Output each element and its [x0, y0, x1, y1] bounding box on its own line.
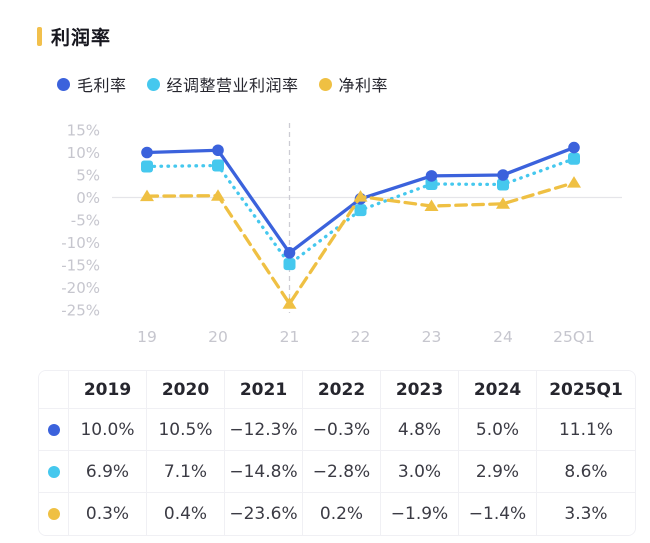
- x-axis-label: 20: [208, 328, 228, 346]
- table-series-dot-cell: [39, 493, 69, 535]
- data-point-square: [568, 152, 580, 165]
- table-header-cell: 2024: [459, 371, 537, 409]
- table-value-cell: −23.6%: [225, 493, 303, 535]
- table-value-cell: 3.0%: [381, 451, 459, 493]
- table-header-cell: 2019: [69, 371, 147, 409]
- table-corner-cell: [39, 371, 69, 409]
- table-value-cell: 0.2%: [303, 493, 381, 535]
- table-header-cell: 2023: [381, 371, 459, 409]
- data-point-circle: [568, 141, 580, 154]
- data-point-triangle: [140, 189, 154, 202]
- x-axis-label: 21: [280, 328, 300, 346]
- data-point-square: [283, 258, 296, 271]
- table-value-cell: 0.3%: [69, 493, 147, 535]
- table-value-cell: 6.9%: [69, 451, 147, 493]
- table-header-cell: 2021: [225, 371, 303, 409]
- table-value-cell: 0.4%: [147, 493, 225, 535]
- table-value-cell: 5.0%: [459, 409, 537, 451]
- table-series-dot-cell: [39, 451, 69, 493]
- data-point-square: [354, 204, 367, 217]
- table-value-cell: −0.3%: [303, 409, 381, 451]
- table-value-cell: 2.9%: [459, 451, 537, 493]
- data-point-triangle: [496, 197, 510, 209]
- table-series-dot-cell: [39, 409, 69, 451]
- table-value-cell: −12.3%: [225, 409, 303, 451]
- series-dot-icon: [47, 465, 60, 478]
- legend-item-net-margin: 净利率: [318, 72, 389, 96]
- net-margin-dot-icon: [318, 77, 332, 91]
- data-point-square: [425, 178, 438, 190]
- title-accent-bar: [37, 27, 42, 46]
- legend-label: 经调整营业利润率: [166, 76, 299, 95]
- table-value-cell: −1.4%: [459, 493, 537, 535]
- series-dot-icon: [47, 508, 60, 520]
- table-value-cell: 3.3%: [537, 493, 635, 535]
- table-value-cell: 10.5%: [147, 409, 225, 451]
- series-dot-icon: [47, 423, 60, 436]
- table-value-cell: 7.1%: [147, 451, 225, 493]
- y-axis-tick-label: -25%: [61, 302, 100, 320]
- legend-item-adjusted-operating-margin: 经调整营业利润率: [146, 72, 299, 96]
- adjusted-operating-margin-dot-icon: [146, 77, 160, 91]
- y-axis-tick-label: 5%: [76, 167, 100, 185]
- y-axis-tick-label: 15%: [67, 122, 100, 140]
- table-value-cell: 8.6%: [537, 451, 635, 493]
- data-point-triangle: [424, 199, 439, 212]
- x-axis-label: 23: [422, 328, 442, 346]
- section-title: 利润率: [37, 23, 111, 50]
- y-axis-tick-label: 10%: [67, 144, 100, 162]
- y-axis-tick-label: -10%: [61, 234, 100, 252]
- table-value-cell: −14.8%: [225, 451, 303, 493]
- table-value-cell: −1.9%: [381, 493, 459, 535]
- data-point-triangle: [353, 190, 368, 202]
- data-point-circle: [283, 247, 296, 259]
- legend-item-gross-margin: 毛利率: [57, 72, 127, 96]
- table-value-cell: 11.1%: [537, 409, 635, 451]
- data-point-square: [212, 159, 224, 172]
- table-value-cell: −2.8%: [303, 451, 381, 493]
- data-point-triangle: [567, 176, 581, 188]
- data-point-circle: [425, 170, 438, 182]
- x-axis-label: 24: [493, 328, 513, 346]
- gross-margin-dot-icon: [57, 77, 70, 91]
- data-point-circle: [497, 169, 509, 181]
- section-title-text: 利润率: [51, 27, 112, 49]
- y-axis-tick-label: -5%: [71, 212, 100, 230]
- data-point-triangle: [211, 189, 225, 201]
- table-header-cell: 2022: [303, 371, 381, 409]
- data-point-circle: [212, 144, 224, 157]
- legend-label: 毛利率: [77, 76, 127, 95]
- data-point-circle: [141, 146, 153, 159]
- data-point-square: [497, 178, 509, 191]
- table-header-cell: 2020: [147, 371, 225, 409]
- table-value-cell: 4.8%: [381, 409, 459, 451]
- table-header-cell: 2025Q1: [537, 371, 635, 409]
- y-axis-tick-label: 0%: [76, 189, 100, 207]
- table-value-cell: 10.0%: [69, 409, 147, 451]
- data-point-square: [141, 160, 153, 173]
- margin-data-table: 2019 2020 2021 2022 2023 2024 2025Q1 10.0% 10.5%…: [38, 370, 636, 536]
- x-axis-label: 22: [351, 328, 371, 346]
- chart-legend: 毛利率 经调整营业利润率 净利率: [57, 72, 388, 96]
- data-point-triangle: [282, 297, 297, 309]
- legend-label: 净利率: [338, 76, 389, 95]
- x-axis-label: 19: [137, 328, 157, 346]
- margin-line-chart: 15% 10% 5% 0% -5% -10% -15% -20% -25% 19 20 21 22 23 2…: [61, 122, 622, 346]
- x-axis-label: 25Q1: [553, 328, 595, 346]
- y-axis-tick-label: -20%: [61, 279, 100, 297]
- y-axis-tick-label: -15%: [61, 257, 100, 275]
